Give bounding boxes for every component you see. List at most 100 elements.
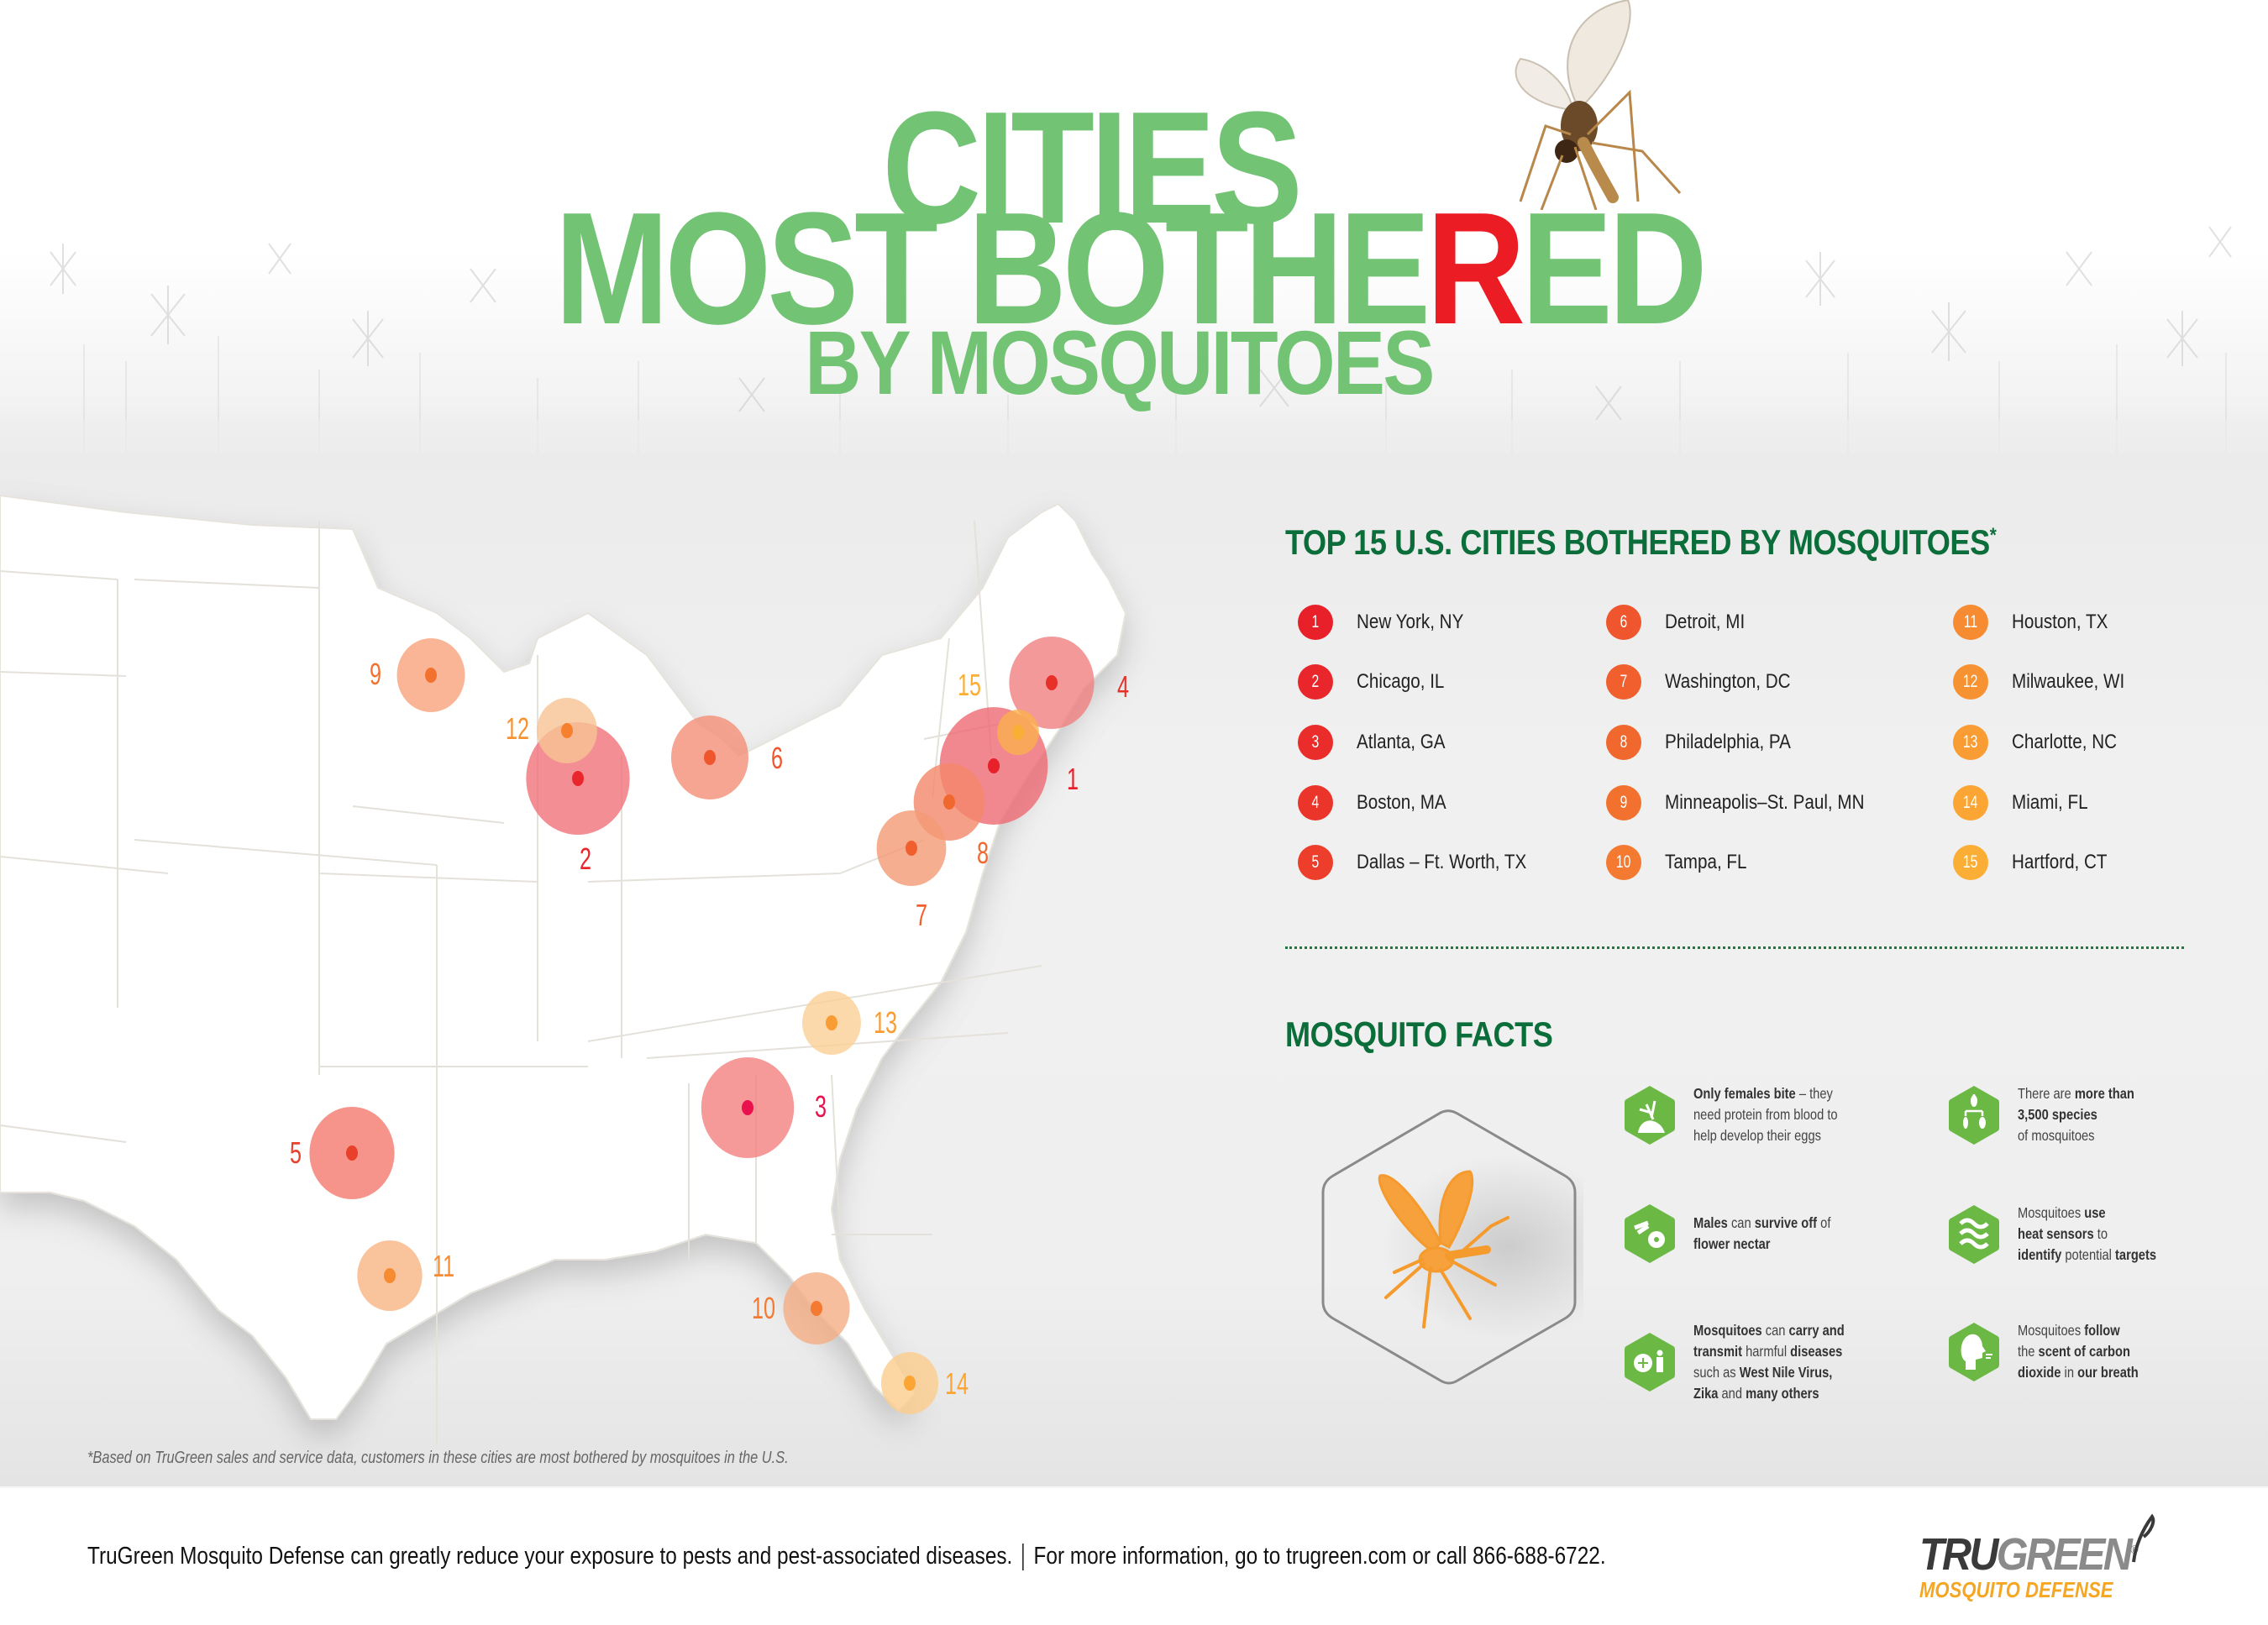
- marker-dot: [988, 758, 1000, 773]
- city-list-item: 15 Hartford, CT: [1953, 832, 2143, 893]
- marker-rank-label: 8: [977, 836, 989, 871]
- city-name: Milwaukee, WI: [2012, 670, 2125, 694]
- rank-number: 7: [1620, 672, 1628, 692]
- city-list-item: 9 Minneapolis–St. Paul, MN: [1606, 773, 1897, 833]
- fact-item: Mosquitoes can carry and transmit harmful…: [1623, 1320, 1873, 1404]
- fact-fragment: can: [1761, 1322, 1789, 1339]
- top15-heading-text: TOP 15 U.S. CITIES BOTHERED BY MOSQUITOE…: [1285, 522, 1990, 562]
- city-name: Washington, DC: [1665, 670, 1791, 694]
- female-mosquito-bite-icon: [1625, 1085, 1675, 1145]
- footer-message-left: TruGreen Mosquito Defense can greatly re…: [87, 1543, 1013, 1570]
- footer-message: TruGreen Mosquito Defense can greatly re…: [87, 1543, 1606, 1571]
- title-line-3: BY MOSQUITOES: [805, 312, 1435, 413]
- marker-rank-label: 5: [290, 1136, 302, 1171]
- rank-badge: 2: [1298, 664, 1333, 700]
- marker-rank-label: 12: [506, 712, 529, 747]
- footer-separator: [1022, 1544, 1024, 1571]
- city-list-column-1: 1 New York, NY 2 Chicago, IL 3 Atlanta, GA 4 Bo…: [1298, 592, 1554, 893]
- rank-badge: 4: [1298, 784, 1333, 820]
- rank-number: 8: [1620, 731, 1628, 752]
- marker-rank-label: 4: [1117, 670, 1129, 705]
- city-list-item: 6 Detroit, MI: [1606, 592, 1897, 653]
- fact-fragment: There are: [2018, 1085, 2075, 1102]
- marker-dot: [572, 771, 584, 786]
- header: CITIES MOST BOTHERED BY MOSQUITOES: [0, 0, 2268, 453]
- city-marker: 7: [876, 810, 947, 932]
- fact-emphasis: Males: [1693, 1214, 1728, 1231]
- fact-fragment: need protein from blood to: [1693, 1106, 1838, 1123]
- marker-rank-label: 2: [580, 842, 591, 877]
- rank-badge: 10: [1606, 845, 1641, 881]
- rank-badge: 3: [1298, 724, 1333, 760]
- marker-dot: [346, 1145, 358, 1161]
- fact-text: There are more than 3,500 species of mosqu…: [2018, 1083, 2134, 1146]
- marker-dot: [811, 1301, 822, 1316]
- city-list-item: 7 Washington, DC: [1606, 653, 1897, 713]
- city-name: Boston, MA: [1357, 790, 1446, 814]
- marker-rank-label: 14: [945, 1367, 969, 1402]
- fact-fragment: can: [1727, 1214, 1755, 1231]
- city-list-item: 10 Tampa, FL: [1606, 832, 1897, 893]
- title-line-1: CITIES: [882, 79, 1303, 257]
- orange-mosquito-icon: [1378, 1170, 1509, 1329]
- marker-rank-label: 9: [370, 658, 381, 692]
- marker-dot: [906, 841, 917, 856]
- fact-fragment: Mosquitoes: [2018, 1204, 2085, 1221]
- breath-co2-icon: [1949, 1322, 1999, 1381]
- top15-heading-asterisk: *: [1989, 524, 1997, 547]
- fact-item: Males can survive off of flower nectar: [1623, 1203, 1857, 1265]
- logo-wordmark: TRUGREEN®: [1919, 1528, 2139, 1580]
- rank-number: 14: [1963, 792, 1978, 812]
- fact-emphasis: use: [2084, 1204, 2106, 1221]
- fact-fragment: harmful: [1741, 1343, 1791, 1360]
- fact-text: Males can survive off of flower nectar: [1693, 1213, 1830, 1255]
- rank-number: 1: [1311, 611, 1320, 632]
- city-list-item: 5 Dallas – Ft. Worth, TX: [1298, 832, 1554, 893]
- marker-rank-label: 1: [1067, 763, 1079, 797]
- fact-item: There are more than 3,500 species of mosqu…: [1947, 1083, 2156, 1146]
- rank-badge: 6: [1606, 604, 1641, 640]
- fact-emphasis: flower nectar: [1693, 1235, 1771, 1252]
- logo-tagline: MOSQUITO DEFENSE: [1919, 1577, 2113, 1602]
- fact-emphasis: targets: [2115, 1246, 2157, 1263]
- city-marker: 5: [290, 1107, 395, 1199]
- marker-dot: [943, 794, 955, 810]
- city-marker: 11: [357, 1240, 454, 1311]
- city-name: Dallas – Ft. Worth, TX: [1357, 851, 1527, 874]
- trugreen-logo: TRUGREEN® MOSQUITO DEFENSE: [1919, 1513, 2163, 1612]
- marker-rank-label: 11: [433, 1250, 454, 1284]
- city-name: Charlotte, NC: [2012, 730, 2118, 753]
- title-highlight-r: R: [1426, 180, 1525, 358]
- fact-emphasis: heat sensors: [2018, 1225, 2094, 1242]
- city-list-item: 8 Philadelphia, PA: [1606, 712, 1897, 773]
- top15-heading: TOP 15 U.S. CITIES BOTHERED BY MOSQUITOE…: [1285, 522, 1997, 563]
- city-marker: 4: [1009, 637, 1129, 729]
- main-content: 1 2 3 4 5 6 8 7 9 10 11 12 13 14 15 *Based on TruGreen…: [0, 453, 2268, 1486]
- city-list-item: 4 Boston, MA: [1298, 773, 1554, 833]
- fact-emphasis: transmit: [1693, 1343, 1742, 1360]
- city-name: New York, NY: [1357, 610, 1464, 633]
- fact-text: Mosquitoes can carry and transmit harmful…: [1693, 1320, 1845, 1404]
- marker-dot: [425, 668, 437, 683]
- fact-emphasis: diseases: [1790, 1343, 1843, 1360]
- male-mosquito-flower-icon: [1625, 1204, 1675, 1263]
- fact-item: Mosquitoes follow the scent of carbon diox…: [1947, 1320, 2161, 1383]
- city-marker: 12: [506, 698, 597, 763]
- title-line-2: MOST BOTHERED: [154, 189, 2104, 349]
- fact-emphasis: Only females bite: [1693, 1085, 1796, 1102]
- rank-badge: 15: [1953, 845, 1988, 881]
- fact-fragment: – they: [1795, 1085, 1833, 1102]
- fact-fragment: potential: [2061, 1246, 2116, 1263]
- marker-dot: [1012, 725, 1024, 740]
- fact-fragment: of: [1817, 1214, 1831, 1231]
- footnote: *Based on TruGreen sales and service dat…: [87, 1449, 789, 1467]
- marker-dot: [904, 1376, 916, 1391]
- rank-number: 5: [1311, 852, 1320, 873]
- rank-badge: 9: [1606, 784, 1641, 820]
- mosquito-illustration-hexagon: [1321, 1109, 1583, 1385]
- marker-rank-label: 15: [958, 668, 981, 703]
- rank-badge: 11: [1953, 604, 1988, 640]
- city-marker: 14: [880, 1352, 969, 1414]
- marker-dot: [742, 1100, 753, 1115]
- rank-number: 2: [1311, 672, 1320, 692]
